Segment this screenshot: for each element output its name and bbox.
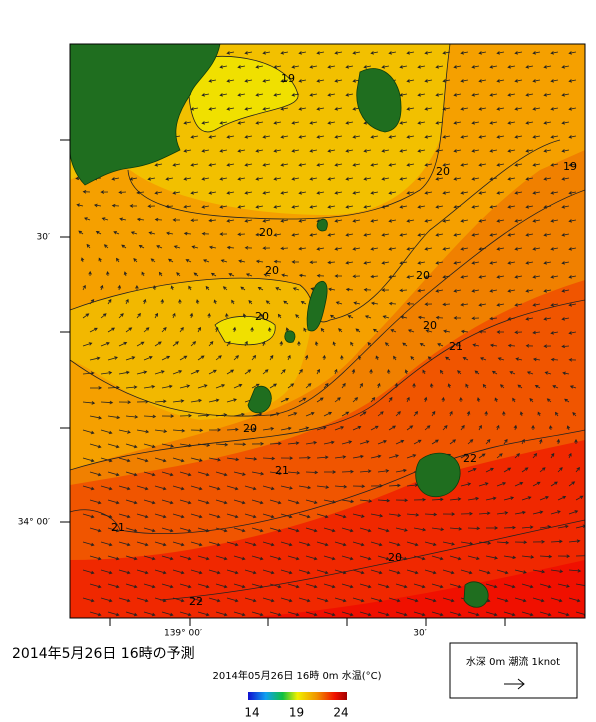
contour-labels: 19 20 20 20 20 20 20 19 21 20 21 22 21 22 20 <box>111 72 577 608</box>
colorbar-tick-label: 14 <box>244 706 259 720</box>
colorbar-tick-label: 19 <box>289 706 304 720</box>
contour-label: 20 <box>243 422 257 435</box>
contour-label: 19 <box>563 160 577 173</box>
title: 2014年5月26日 16時の予測 <box>12 646 195 662</box>
lat-label: 30′ <box>37 233 51 243</box>
contour-label: 20 <box>259 226 273 239</box>
sea-warm-zone <box>70 278 312 420</box>
axis-ticks <box>60 139 506 626</box>
contours <box>70 44 585 601</box>
colorbar-ticks: 14 19 24 <box>244 706 348 720</box>
lon-label: 139° 00′ <box>164 629 202 639</box>
contour-label: 20 <box>423 319 437 332</box>
legend-box <box>449 642 578 699</box>
islands <box>70 44 489 608</box>
contour-label: 21 <box>275 464 289 477</box>
map-frame <box>69 43 586 619</box>
contour-label: 21 <box>111 521 125 534</box>
map-area: 19 20 20 20 20 20 20 19 21 20 21 22 21 22 20 <box>70 44 585 618</box>
contour-label: 20 <box>416 269 430 282</box>
contour-label: 22 <box>189 595 203 608</box>
contour-label: 20 <box>388 551 402 564</box>
colorbar-tick-label: 24 <box>333 706 348 720</box>
sea-cool-zone <box>215 316 276 345</box>
colorbar-caption: 2014年05月26日 16時 0m 水温(°C) <box>212 669 381 682</box>
lon-label: 30′ <box>413 629 427 639</box>
lat-label: 34° 00′ <box>18 518 50 528</box>
legend-arrow <box>504 678 525 690</box>
contour-label: 22 <box>463 452 477 465</box>
contour-label: 21 <box>449 340 463 353</box>
sea-red-zone <box>240 560 585 618</box>
contour-label: 19 <box>281 72 295 85</box>
contour-label: 20 <box>255 310 269 323</box>
contour-label: 20 <box>436 165 450 178</box>
colorbar <box>248 692 347 700</box>
contour-label: 20 <box>265 264 279 277</box>
legend-label: 水深 0m 潮流 1knot <box>466 655 560 668</box>
